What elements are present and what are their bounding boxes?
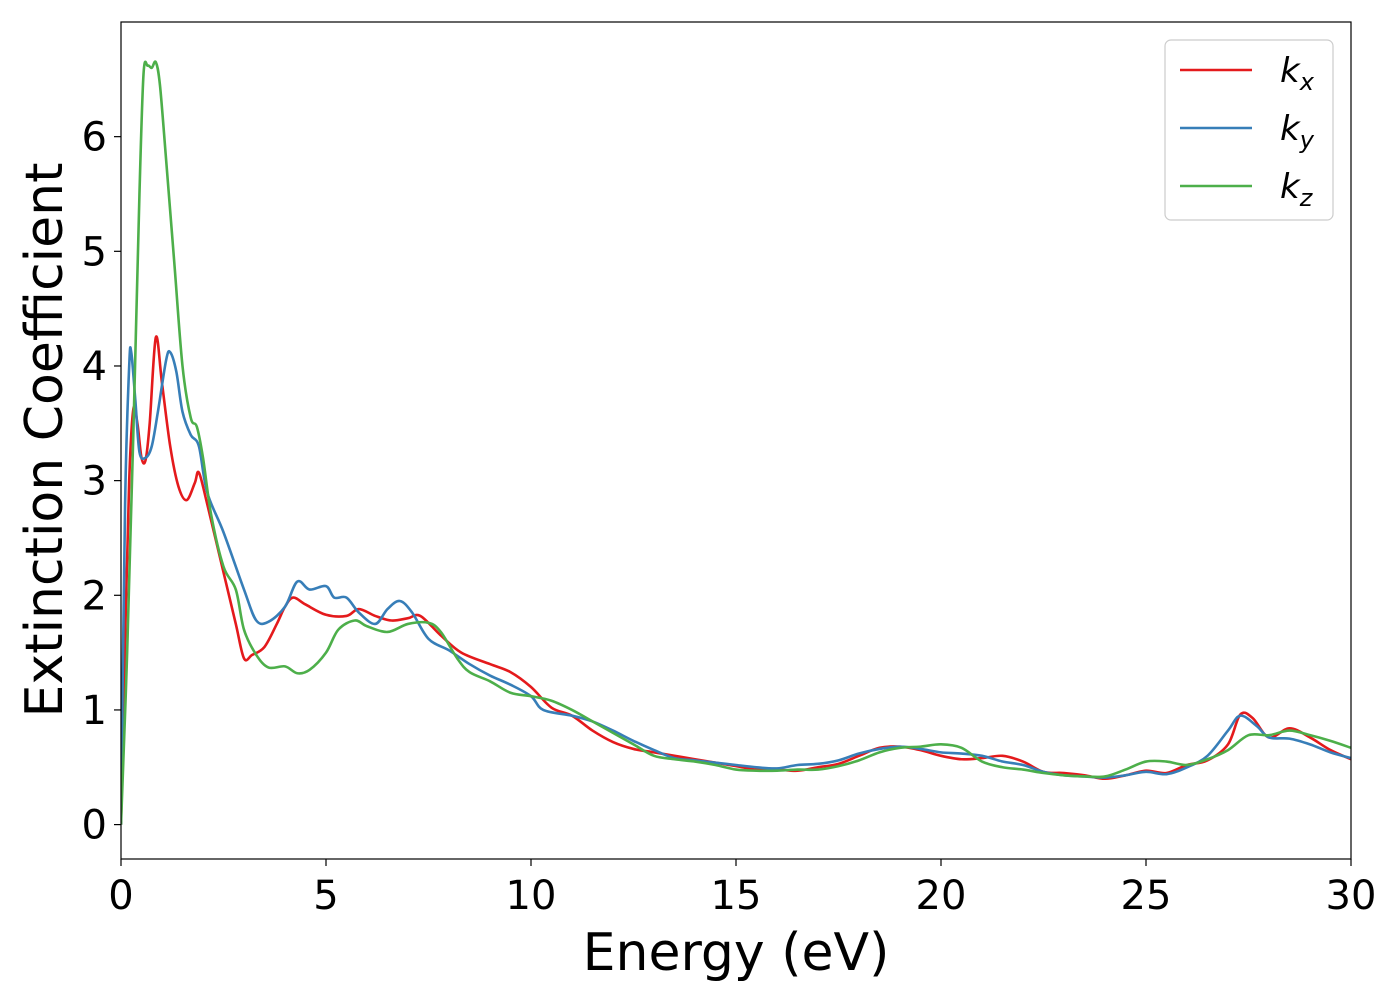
x-tick-label: 0 xyxy=(108,873,133,919)
y-tick-label: 2 xyxy=(82,573,107,619)
x-axis-label: Energy (eV) xyxy=(583,923,890,983)
x-tick-label: 25 xyxy=(1121,873,1172,919)
legend-box xyxy=(1164,39,1334,221)
y-tick-label: 0 xyxy=(82,803,107,849)
series-layer xyxy=(121,60,1351,825)
y-tick-label: 6 xyxy=(82,115,107,161)
y-axis-label: Extinction Coefficient xyxy=(15,163,75,718)
x-axis-ticks: 0 5 10 15 20 25 30 xyxy=(108,859,1376,919)
x-tick-label: 10 xyxy=(506,873,557,919)
series-line-kx xyxy=(121,335,1351,825)
x-tick-label: 20 xyxy=(916,873,967,919)
x-tick-label: 15 xyxy=(711,873,762,919)
y-tick-label: 5 xyxy=(82,229,107,275)
legend-label-ky: ky xyxy=(1280,109,1315,154)
legend: kx ky kz xyxy=(1164,39,1334,221)
y-tick-label: 1 xyxy=(82,688,107,734)
legend-label-kz: kz xyxy=(1280,167,1314,212)
x-tick-label: 30 xyxy=(1326,873,1377,919)
y-tick-label: 4 xyxy=(82,344,107,390)
legend-label-kx: kx xyxy=(1280,51,1315,96)
y-tick-label: 3 xyxy=(82,459,107,505)
x-tick-label: 5 xyxy=(313,873,338,919)
series-line-kz xyxy=(121,60,1351,825)
series-line-ky xyxy=(121,346,1351,825)
y-axis-ticks: 0 1 2 3 4 5 6 xyxy=(82,115,121,849)
